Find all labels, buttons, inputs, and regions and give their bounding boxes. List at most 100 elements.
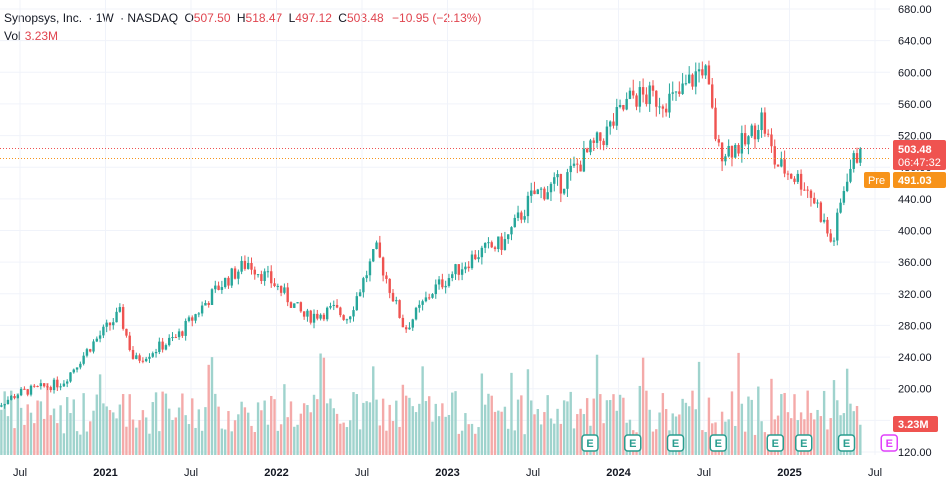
- volume-bar: [256, 402, 260, 455]
- candle-body: [641, 87, 645, 95]
- volume-bar: [737, 352, 740, 455]
- candle-body: [233, 268, 237, 279]
- time-axis[interactable]: Jul 2021 Jul 2022 Jul 2023 Jul 2024 Jul 2025 Jul: [13, 467, 882, 479]
- price-tick-label: 520.00: [898, 131, 932, 143]
- candle-body: [707, 65, 711, 85]
- candle-body: [790, 173, 793, 179]
- volume-bar: [757, 386, 760, 455]
- time-tick-label: Jul: [868, 467, 882, 479]
- candle-body: [121, 307, 125, 329]
- earnings-marker-label: E: [843, 438, 850, 450]
- volume-bar: [279, 424, 283, 455]
- volume-bar: [395, 400, 398, 455]
- volume-bar: [404, 395, 408, 455]
- volume-bar: [813, 419, 816, 455]
- volume-bar: [661, 393, 665, 455]
- volume-bar: [154, 392, 158, 455]
- volume-bar: [579, 408, 582, 455]
- premarket-label: Pre: [868, 175, 885, 187]
- candle-body: [714, 107, 717, 140]
- volume-bar: [786, 412, 790, 455]
- earnings-marker: [709, 434, 727, 452]
- volume-bar: [740, 403, 744, 455]
- candle-body: [549, 183, 553, 193]
- candle-body: [694, 71, 697, 87]
- candle-body: [477, 257, 480, 260]
- volume-bar: [566, 401, 569, 455]
- candle-body: [783, 159, 786, 174]
- volume-bar: [273, 399, 276, 455]
- candle-body: [701, 69, 704, 76]
- volume-bar: [437, 416, 441, 455]
- candle-body: [576, 163, 579, 165]
- candle-body: [730, 145, 734, 158]
- candle-body: [671, 92, 674, 94]
- volume-bar: [447, 414, 451, 455]
- volume-bar: [441, 403, 444, 455]
- volume-bar: [197, 409, 201, 455]
- candle-body: [816, 202, 819, 204]
- volume-bar: [651, 431, 655, 455]
- candle-body: [845, 181, 849, 192]
- candle-body: [605, 126, 609, 146]
- volume-bar: [316, 399, 319, 455]
- volume-bar: [230, 431, 233, 455]
- symbol-name[interactable]: Synopsys, Inc.: [4, 11, 83, 25]
- candle-body: [760, 112, 763, 131]
- candle-body: [385, 275, 388, 279]
- candle-body: [352, 310, 355, 317]
- volume-bar: [223, 429, 227, 455]
- volume-bar: [322, 357, 326, 455]
- interval-label[interactable]: 1W: [95, 11, 114, 25]
- volume-bar: [260, 410, 263, 455]
- candle-body: [618, 105, 622, 108]
- volume-bar: [664, 409, 668, 455]
- candle-body: [246, 262, 250, 269]
- candle-body: [365, 275, 368, 279]
- volume-bar: [701, 430, 704, 455]
- candle-body: [562, 188, 566, 194]
- candle-body: [757, 130, 760, 140]
- volume-bar: [138, 420, 141, 455]
- volume-bar: [135, 427, 138, 455]
- candle-body: [483, 243, 487, 248]
- candle-body: [345, 319, 349, 321]
- candle-body: [510, 227, 513, 235]
- volume-bar: [112, 412, 115, 455]
- candle-body: [144, 358, 148, 362]
- candle-body: [766, 133, 770, 135]
- candle-body: [447, 278, 451, 286]
- candle-body: [6, 399, 10, 405]
- volume-bar: [553, 423, 556, 455]
- volume-bar: [131, 419, 135, 455]
- candle-body: [437, 279, 441, 285]
- candle-body: [786, 173, 790, 175]
- candle-body: [89, 349, 92, 352]
- volume-bar: [49, 415, 52, 455]
- volume-bar: [655, 429, 658, 455]
- volume-bar: [497, 410, 500, 455]
- price-axis[interactable]: 680.00640.00600.00560.00520.00480.00440.…: [898, 4, 932, 459]
- volume-bar: [46, 382, 49, 455]
- volume-bar: [480, 373, 484, 455]
- volume-bar: [332, 408, 335, 455]
- volume-label[interactable]: Vol: [4, 29, 21, 43]
- volume-bar: [108, 410, 112, 455]
- candle-body: [3, 404, 6, 406]
- volume-bar: [164, 393, 168, 455]
- candle-body: [743, 133, 747, 145]
- volume-bar: [747, 396, 750, 455]
- volume-bar: [79, 434, 82, 455]
- volume-bar: [467, 424, 470, 455]
- volume-bar: [454, 391, 457, 455]
- volume-bar: [431, 421, 434, 455]
- candle-body: [13, 395, 16, 399]
- grid-lines: [0, 0, 890, 455]
- volume-bar: [385, 430, 388, 455]
- volume-bar: [85, 431, 89, 455]
- volume-bar: [829, 418, 832, 455]
- volume-bar: [29, 412, 33, 455]
- volume-bar: [536, 409, 540, 455]
